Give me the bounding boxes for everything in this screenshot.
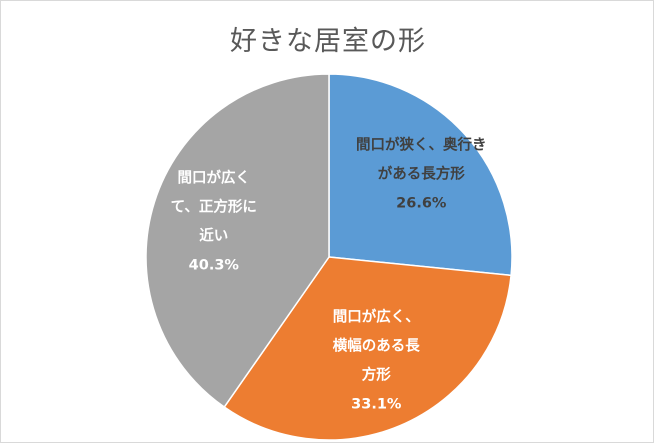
slice-category-label: て、正方形に (171, 197, 257, 215)
slice-category-label: がある長方形 (378, 165, 465, 183)
chart-title: 好きな居室の形 (230, 26, 426, 57)
slice-category-label: 間口が狭く、奥行き (356, 136, 487, 154)
slice-value-label: 26.6% (396, 196, 447, 212)
slice-category-label: 間口が広く、 (333, 308, 420, 326)
pie-slice-3 (145, 73, 330, 409)
slice-category-label: 方形 (362, 366, 391, 384)
slice-category-label: 横幅のある長 (333, 337, 420, 355)
pie-slice-1 (328, 73, 513, 277)
slice-value-label: 33.1% (351, 397, 402, 413)
pie-slice-2 (223, 256, 512, 441)
slice-value-label: 40.3% (189, 257, 240, 273)
slice-category-label: 間口が広く (178, 168, 251, 186)
slice-category-label: 近い (199, 226, 228, 244)
